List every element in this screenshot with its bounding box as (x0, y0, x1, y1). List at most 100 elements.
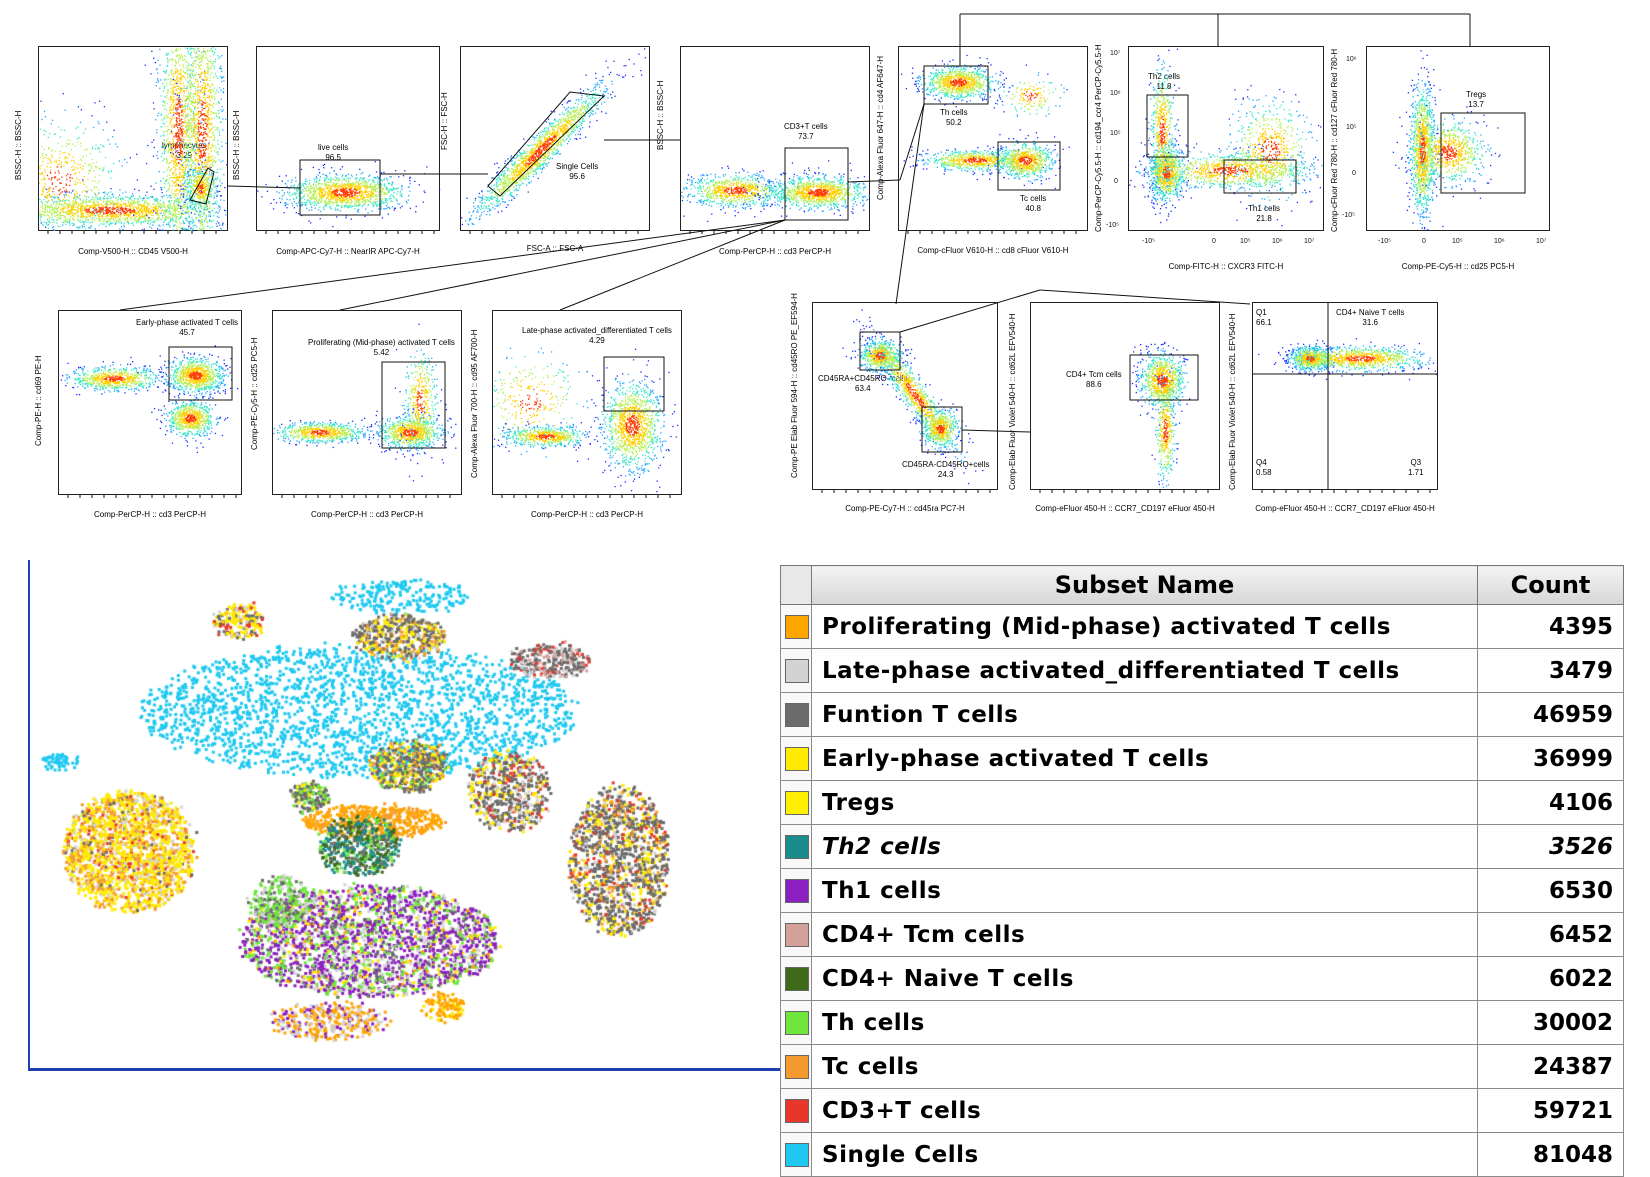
color-square (785, 967, 809, 991)
x-axis-label: Comp-PE-Cy7-H :: cd45ra PC7-H (812, 504, 998, 513)
x-axis-label: Comp-eFluor 450-H :: CCR7_CD197 eFluor 4… (1252, 504, 1438, 513)
x-tick: 10⁵ (1452, 238, 1463, 245)
y-axis-label: FSC-H :: FSC-H (440, 92, 449, 150)
subset-name: Early-phase activated T cells (812, 737, 1478, 781)
y-axis-label: Comp-Elab Fluor Violet 540-H :: cd62L EF… (1008, 313, 1017, 490)
table-body: Proliferating (Mid-phase) activated T ce… (781, 605, 1624, 1177)
subset-count: 36999 (1478, 737, 1624, 781)
subset-color-swatch (781, 869, 812, 913)
subset-color-swatch (781, 649, 812, 693)
tsne-scatter-map (28, 560, 780, 1068)
subset-name: Tc cells (812, 1045, 1478, 1089)
subset-count-table: Subset Name Count Proliferating (Mid-pha… (780, 565, 1624, 1177)
x-axis-label: Comp-eFluor 450-H :: CCR7_CD197 eFluor 4… (1030, 504, 1220, 513)
count-header[interactable]: Count (1478, 566, 1624, 605)
y-axis-label: BSSC-H :: BSSC-H (14, 111, 23, 180)
y-axis-label: BSSC-H :: BSSC-H (656, 81, 665, 150)
subset-count: 24387 (1478, 1045, 1624, 1089)
table-row[interactable]: Proliferating (Mid-phase) activated T ce… (781, 605, 1624, 649)
plot-th-tc-gate (898, 46, 1088, 231)
subset-name: Late-phase activated_differentiated T ce… (812, 649, 1478, 693)
color-square (785, 835, 809, 859)
subset-color-swatch (781, 1089, 812, 1133)
connector-line (120, 220, 785, 310)
subset-count: 4395 (1478, 605, 1624, 649)
x-axis-label: Comp-PerCP-H :: cd3 PerCP-H (58, 510, 242, 519)
y-axis-label: Comp-PE-Cy5-H :: cd25 PC5-H (250, 338, 259, 450)
color-square (785, 747, 809, 771)
subset-name: Single Cells (812, 1133, 1478, 1177)
x-axis-label: Comp-PE-Cy5-H :: cd25 PC5-H (1366, 262, 1550, 271)
y-tick: 10⁶ (1110, 90, 1121, 97)
subset-name: Th1 cells (812, 869, 1478, 913)
color-square (785, 1143, 809, 1167)
x-tick: 10⁵ (1240, 238, 1251, 245)
plot-tregs-gate (1366, 46, 1550, 231)
connector-line (340, 220, 785, 310)
y-axis-label: Comp-Alexa Fluor 700-H :: cd95 AF700-H (470, 329, 479, 478)
x-tick: -10⁵ (1378, 238, 1391, 245)
x-tick: 10⁷ (1304, 238, 1314, 245)
y-axis-label: BSSC-H :: BSSC-H (232, 111, 241, 180)
subset-color-swatch (781, 913, 812, 957)
color-square (785, 1099, 809, 1123)
color-square (785, 659, 809, 683)
subset-name: Funtion T cells (812, 693, 1478, 737)
y-axis-label: Comp-cFluor Red 780-H :: cd127 cFluor Re… (1330, 49, 1339, 232)
subset-count: 59721 (1478, 1089, 1624, 1133)
x-tick: 10⁶ (1272, 238, 1283, 245)
plot-lymphocytes-gate (38, 46, 228, 231)
subset-name: CD4+ Naive T cells (812, 957, 1478, 1001)
y-axis-label: Comp-Elab Fluor Violet 540-H :: cd62L EF… (1228, 313, 1237, 490)
x-tick: -10⁵ (1142, 238, 1155, 245)
color-square (785, 791, 809, 815)
table-row[interactable]: Late-phase activated_differentiated T ce… (781, 649, 1624, 693)
color-column-header (781, 566, 812, 605)
subset-count: 6452 (1478, 913, 1624, 957)
y-tick: 0 (1114, 178, 1118, 185)
y-tick: 10⁵ (1110, 130, 1121, 137)
tsne-axis-left (28, 560, 30, 1070)
y-tick: 10⁷ (1110, 50, 1120, 57)
subset-count: 6022 (1478, 957, 1624, 1001)
subset-color-swatch (781, 693, 812, 737)
subset-name: CD3+T cells (812, 1089, 1478, 1133)
y-tick: 10⁵ (1346, 124, 1357, 131)
subset-color-swatch (781, 1001, 812, 1045)
x-tick: 10⁶ (1494, 238, 1505, 245)
color-square (785, 923, 809, 947)
y-tick: -10⁵ (1106, 222, 1119, 229)
color-square (785, 615, 809, 639)
figure-stage: Comp-V500-H :: CD45 V500-H BSSC-H :: BSS… (0, 0, 1650, 1074)
tsne-axis-bottom (28, 1068, 782, 1071)
connector-line (560, 220, 785, 310)
x-axis-label: FSC-A :: FSC-A (460, 244, 650, 253)
subset-color-swatch (781, 957, 812, 1001)
x-tick: 0 (1422, 238, 1426, 245)
x-axis-label: Comp-PerCP-H :: cd3 PerCP-H (272, 510, 462, 519)
y-tick: 0 (1352, 170, 1356, 177)
subset-name-header[interactable]: Subset Name (812, 566, 1478, 605)
